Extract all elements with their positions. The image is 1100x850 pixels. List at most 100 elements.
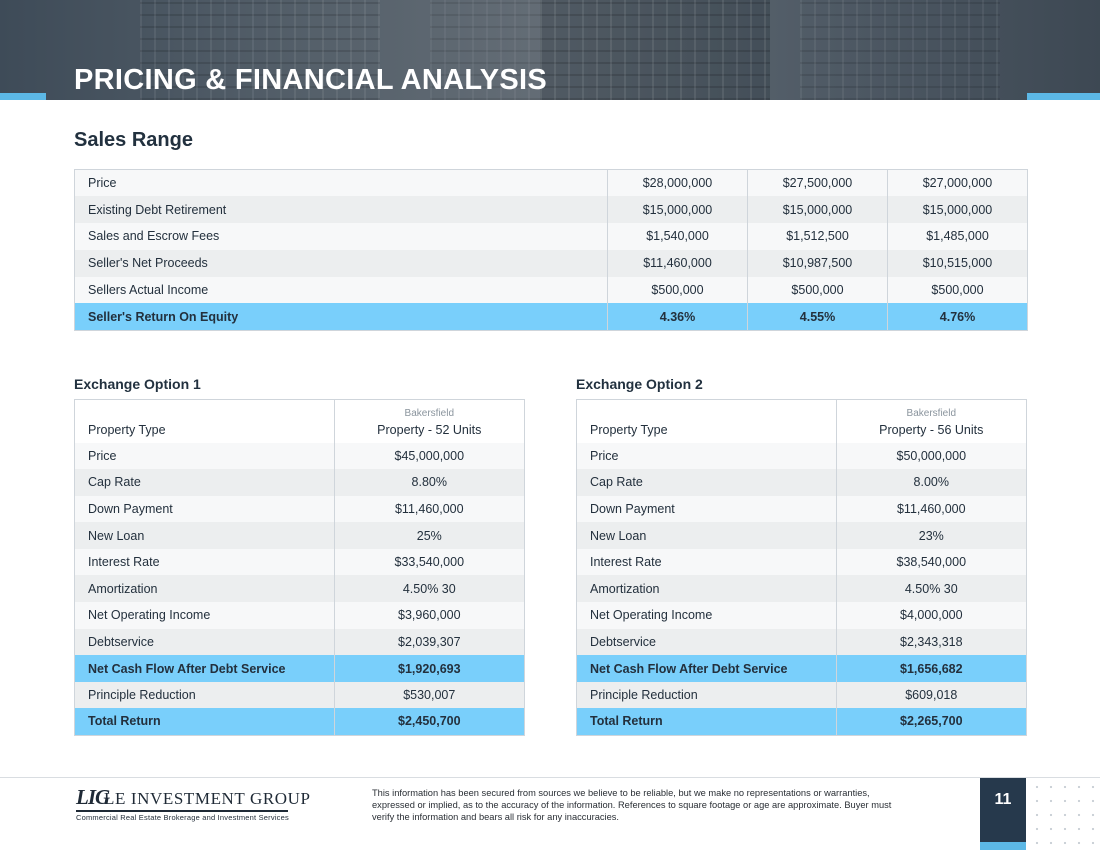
cell-value: $11,460,000	[334, 495, 525, 523]
location-label: Bakersfield	[404, 407, 455, 419]
row-label: New Loan	[74, 522, 335, 549]
property-type-cell: Bakersfield Property - 52 Units	[334, 399, 525, 443]
table-row: Interest Rate $33,540,000	[74, 548, 525, 576]
page-number-accent	[980, 842, 1026, 850]
cell-value: Property - 56 Units	[879, 422, 984, 437]
table-row-highlight: Total Return $2,265,700	[576, 708, 1027, 736]
building-image	[140, 0, 380, 100]
logo-name: LE INVESTMENT GROUP	[104, 789, 311, 808]
building-image	[430, 0, 540, 100]
location-label: Bakersfield	[906, 407, 957, 419]
row-label: Down Payment	[74, 495, 335, 523]
row-label: Interest Rate	[74, 548, 335, 576]
page-number: 11	[980, 778, 1026, 842]
row-label: Debtservice	[74, 628, 335, 656]
cell-value: $1,540,000	[607, 223, 748, 250]
table-row: Interest Rate $38,540,000	[576, 548, 1027, 576]
cell-value: $1,512,500	[747, 223, 888, 250]
table-row: Down Payment $11,460,000	[576, 495, 1027, 523]
cell-value: 23%	[836, 522, 1027, 549]
table-row-highlight: Net Cash Flow After Debt Service $1,920,6…	[74, 655, 525, 682]
accent-bar-right	[1027, 93, 1100, 100]
row-label: Amortization	[576, 575, 837, 603]
table-row: Debtservice $2,343,318	[576, 628, 1027, 656]
table-row: Existing Debt Retirement $15,000,000 $15…	[74, 196, 1028, 224]
row-label: Existing Debt Retirement	[74, 196, 608, 224]
cell-value: 8.80%	[334, 469, 525, 496]
row-label: Cap Rate	[74, 469, 335, 496]
table-row-highlight: Total Return $2,450,700	[74, 708, 525, 736]
cell-value: $1,920,693	[334, 655, 525, 682]
table-row: Net Operating Income $3,960,000	[74, 602, 525, 629]
cell-value: Property - 52 Units	[377, 422, 482, 437]
table-row-highlight: Net Cash Flow After Debt Service $1,656,6…	[576, 655, 1027, 682]
table-row: Seller's Net Proceeds $11,460,000 $10,98…	[74, 249, 1028, 277]
sales-range-table: Price $28,000,000 $27,500,000 $27,000,00…	[74, 169, 1028, 331]
row-label: Property Type	[74, 399, 335, 443]
cell-value: $1,485,000	[887, 223, 1028, 250]
cell-value: $11,460,000	[836, 495, 1027, 523]
row-label: Net Cash Flow After Debt Service	[576, 655, 837, 682]
table-row: New Loan 25%	[74, 522, 525, 549]
row-label: Sellers Actual Income	[74, 276, 608, 304]
row-label: Sales and Escrow Fees	[74, 223, 608, 250]
row-label: Net Cash Flow After Debt Service	[74, 655, 335, 682]
table-header-row: Property Type Bakersfield Property - 52 …	[74, 399, 525, 443]
property-type-cell: Bakersfield Property - 56 Units	[836, 399, 1027, 443]
table-row: Cap Rate 8.80%	[74, 469, 525, 496]
cell-value: $45,000,000	[334, 442, 525, 470]
cell-value: 8.00%	[836, 469, 1027, 496]
page-title: PRICING & FINANCIAL ANALYSIS	[74, 64, 547, 96]
exchange-option-1-title: Exchange Option 1	[74, 376, 201, 392]
table-row-highlight: Seller's Return On Equity 4.36% 4.55% 4.…	[74, 303, 1028, 331]
cell-value: $3,960,000	[334, 602, 525, 629]
table-row: Sales and Escrow Fees $1,540,000 $1,512,…	[74, 223, 1028, 250]
disclaimer-text: This information has been secured from s…	[372, 788, 892, 822]
building-image	[540, 0, 770, 100]
table-row: Price $28,000,000 $27,500,000 $27,000,00…	[74, 169, 1028, 197]
row-label: Total Return	[576, 708, 837, 736]
cell-value: 4.76%	[887, 303, 1028, 331]
row-label: Price	[74, 169, 608, 197]
header-banner: PRICING & FINANCIAL ANALYSIS	[0, 0, 1100, 100]
cell-value: $15,000,000	[747, 196, 888, 224]
logo-tagline: Commercial Real Estate Brokerage and Inv…	[76, 813, 289, 822]
row-label: Principle Reduction	[74, 681, 335, 709]
row-label: Property Type	[576, 399, 837, 443]
cell-value: $50,000,000	[836, 442, 1027, 470]
cell-value: $609,018	[836, 681, 1027, 709]
cell-value: 4.50% 30	[836, 575, 1027, 603]
cell-value: $27,500,000	[747, 169, 888, 197]
cell-value: $530,007	[334, 681, 525, 709]
cell-value: $4,000,000	[836, 602, 1027, 629]
table-row: New Loan 23%	[576, 522, 1027, 549]
table-row: Amortization 4.50% 30	[74, 575, 525, 603]
cell-value: $2,450,700	[334, 708, 525, 736]
exchange-option-2-title: Exchange Option 2	[576, 376, 703, 392]
table-row: Amortization 4.50% 30	[576, 575, 1027, 603]
row-label: Down Payment	[576, 495, 837, 523]
cell-value: $38,540,000	[836, 548, 1027, 576]
logo-rule	[76, 810, 288, 812]
row-label: Price	[576, 442, 837, 470]
cell-value: $500,000	[887, 276, 1028, 304]
cell-value: $1,656,682	[836, 655, 1027, 682]
table-row: Principle Reduction $609,018	[576, 681, 1027, 709]
cell-value: $2,039,307	[334, 628, 525, 656]
row-label: Seller's Return On Equity	[74, 303, 608, 331]
cell-value: $15,000,000	[887, 196, 1028, 224]
exchange-option-1-table: Property Type Bakersfield Property - 52 …	[74, 399, 525, 736]
company-logo: LIG LE INVESTMENT GROUP Commercial Real …	[76, 785, 310, 825]
cell-value: $27,000,000	[887, 169, 1028, 197]
cell-value: $10,987,500	[747, 249, 888, 277]
row-label: Principle Reduction	[576, 681, 837, 709]
accent-bar-left	[0, 93, 46, 100]
table-row: Sellers Actual Income $500,000 $500,000 …	[74, 276, 1028, 304]
row-label: Price	[74, 442, 335, 470]
sales-range-title: Sales Range	[74, 129, 193, 151]
row-label: Net Operating Income	[576, 602, 837, 629]
row-label: Net Operating Income	[74, 602, 335, 629]
cell-value: $500,000	[607, 276, 748, 304]
row-label: Interest Rate	[576, 548, 837, 576]
cell-value: 25%	[334, 522, 525, 549]
